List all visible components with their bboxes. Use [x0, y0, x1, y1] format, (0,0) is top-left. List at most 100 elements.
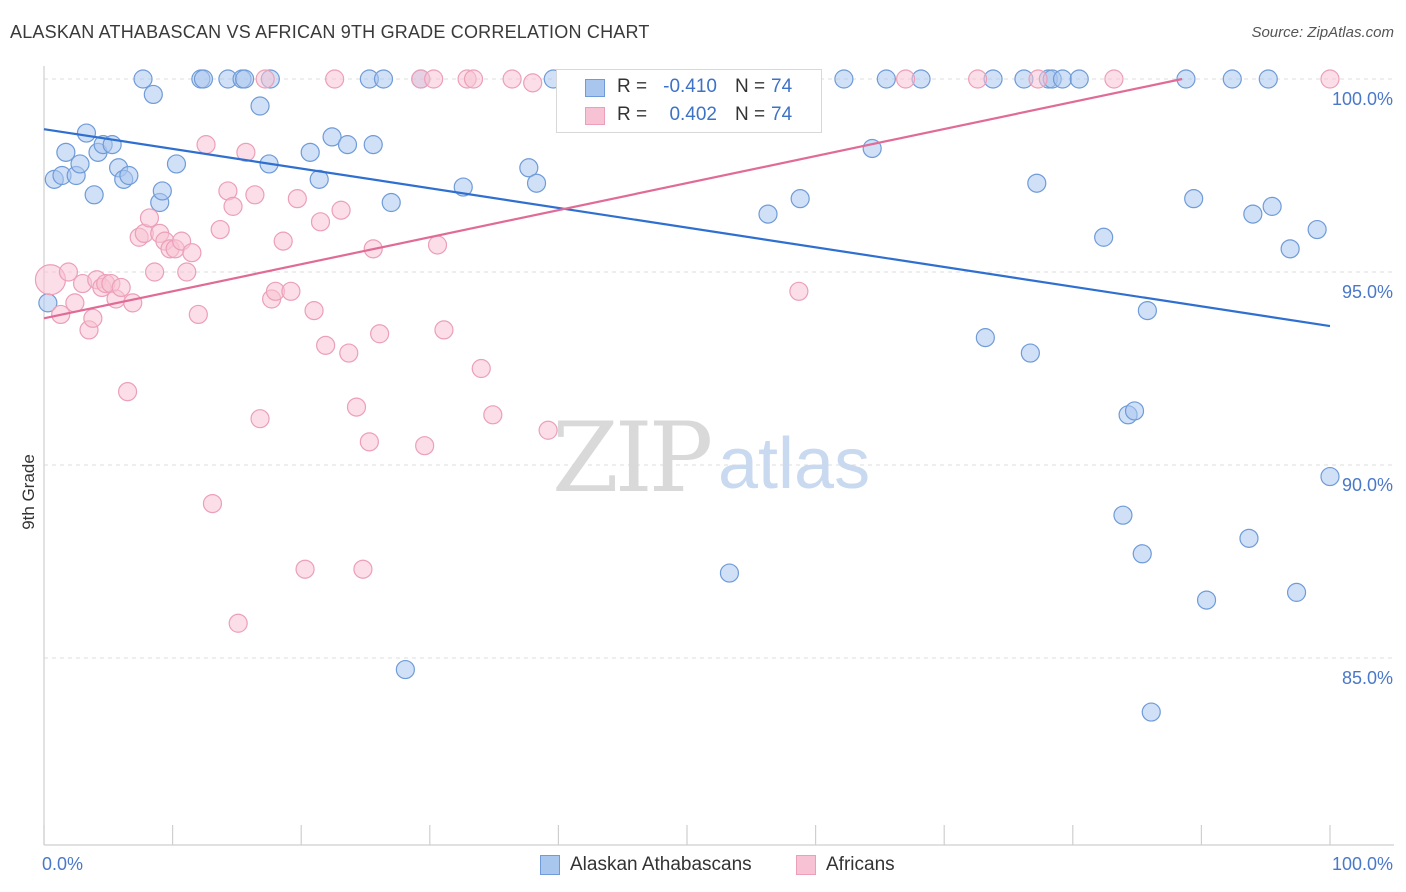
- athabascan-swatch: [585, 79, 605, 97]
- x-tick-label: 100.0%: [1332, 854, 1393, 874]
- data-point: [1239, 528, 1259, 548]
- data-point: [395, 659, 415, 680]
- data-point: [1104, 69, 1124, 89]
- data-point: [223, 196, 243, 216]
- data-point: [325, 69, 345, 89]
- data-point: [273, 231, 293, 251]
- data-point: [144, 262, 165, 282]
- data-point: [975, 328, 995, 348]
- data-point: [182, 243, 202, 263]
- data-point: [310, 212, 331, 232]
- data-point: [287, 189, 307, 209]
- africans-trend-line: [43, 77, 1183, 320]
- y-tick-label: 90.0%: [1342, 475, 1393, 495]
- data-point: [281, 281, 301, 301]
- data-point: [789, 281, 809, 301]
- legend-label-athabascans: Alaskan Athabascans: [570, 854, 752, 875]
- data-point: [1137, 301, 1157, 321]
- source-label: Source: ZipAtlas.com: [1251, 24, 1394, 41]
- data-point: [471, 358, 491, 379]
- x-tick-label: 0.0%: [42, 854, 83, 874]
- data-point: [968, 69, 988, 89]
- data-point: [245, 185, 265, 205]
- data-point: [483, 405, 503, 425]
- r-value: -0.410: [663, 76, 717, 97]
- data-point: [117, 382, 138, 402]
- data-point: [538, 420, 558, 440]
- data-point: [84, 185, 104, 205]
- series-legend: Alaskan Athabascans Africans: [0, 850, 1406, 880]
- data-point: [337, 135, 358, 155]
- data-point: [1132, 544, 1152, 564]
- data-point: [58, 262, 79, 282]
- data-point: [133, 69, 153, 89]
- data-point: [876, 69, 896, 89]
- data-point: [1113, 505, 1133, 525]
- data-point: [1320, 69, 1340, 89]
- data-point: [373, 69, 394, 89]
- data-point: [295, 559, 315, 579]
- data-point: [300, 142, 320, 162]
- r-value: 0.402: [669, 104, 717, 125]
- data-point: [196, 135, 216, 155]
- data-point: [143, 84, 163, 105]
- data-point: [316, 335, 336, 355]
- data-point: [177, 262, 197, 282]
- data-point: [758, 204, 778, 224]
- data-point: [1094, 227, 1114, 247]
- data-point: [83, 308, 103, 328]
- data-point: [56, 142, 76, 162]
- africans-swatch: [585, 107, 605, 125]
- n-value: 74: [771, 76, 793, 97]
- data-point: [1124, 401, 1145, 421]
- watermark: ZIP atlas: [552, 402, 870, 514]
- data-point: [193, 69, 214, 89]
- data-point: [1258, 69, 1278, 89]
- r-label: R =: [617, 104, 648, 125]
- stats-row-athabascan: R = -0.410 N = 74: [557, 74, 821, 102]
- data-point: [1307, 219, 1327, 240]
- data-point: [719, 563, 740, 583]
- data-point: [353, 559, 373, 579]
- data-point: [188, 304, 208, 325]
- data-point: [111, 277, 131, 298]
- axes: [43, 66, 1394, 846]
- data-point: [370, 324, 390, 344]
- stats-legend: R = -0.410 N = 74 R = 0.402 N = 74: [556, 69, 822, 133]
- r-label: R =: [617, 76, 648, 97]
- data-point: [1027, 173, 1047, 193]
- data-point: [210, 219, 230, 240]
- data-point: [346, 397, 367, 417]
- data-point: [228, 613, 248, 633]
- data-point: [359, 432, 379, 452]
- data-point: [250, 96, 270, 116]
- y-tick-labels: 100.0% 95.0% 90.0% 85.0%: [1332, 89, 1393, 688]
- stats-row-africans: R = 0.402 N = 74: [557, 102, 821, 130]
- watermark-zip: ZIP: [552, 402, 711, 514]
- data-point: [70, 154, 90, 174]
- data-point: [363, 135, 383, 155]
- data-point: [322, 127, 342, 147]
- data-point: [1222, 69, 1242, 89]
- data-point: [202, 494, 223, 514]
- data-point: [123, 293, 143, 313]
- legend-label-africans: Africans: [826, 854, 895, 875]
- chart-title: ALASKAN ATHABASCAN VS AFRICAN 9TH GRADE …: [10, 22, 650, 42]
- y-tick-label: 85.0%: [1342, 668, 1393, 688]
- data-point: [519, 158, 539, 178]
- africans-points: [34, 69, 1340, 633]
- athabascan-legend-swatch: [540, 855, 560, 875]
- n-label: N =: [735, 104, 766, 125]
- data-point: [65, 293, 85, 313]
- data-point: [526, 173, 547, 193]
- y-axis-label: 9th Grade: [19, 454, 38, 530]
- data-point: [339, 343, 359, 363]
- data-point: [166, 154, 187, 174]
- trend-lines: [43, 77, 1331, 328]
- watermark-atlas: atlas: [718, 424, 870, 504]
- data-point: [1028, 69, 1048, 89]
- data-point: [463, 69, 484, 89]
- x-tick-labels: 0.0% 100.0%: [42, 854, 1393, 874]
- data-point: [1052, 69, 1073, 89]
